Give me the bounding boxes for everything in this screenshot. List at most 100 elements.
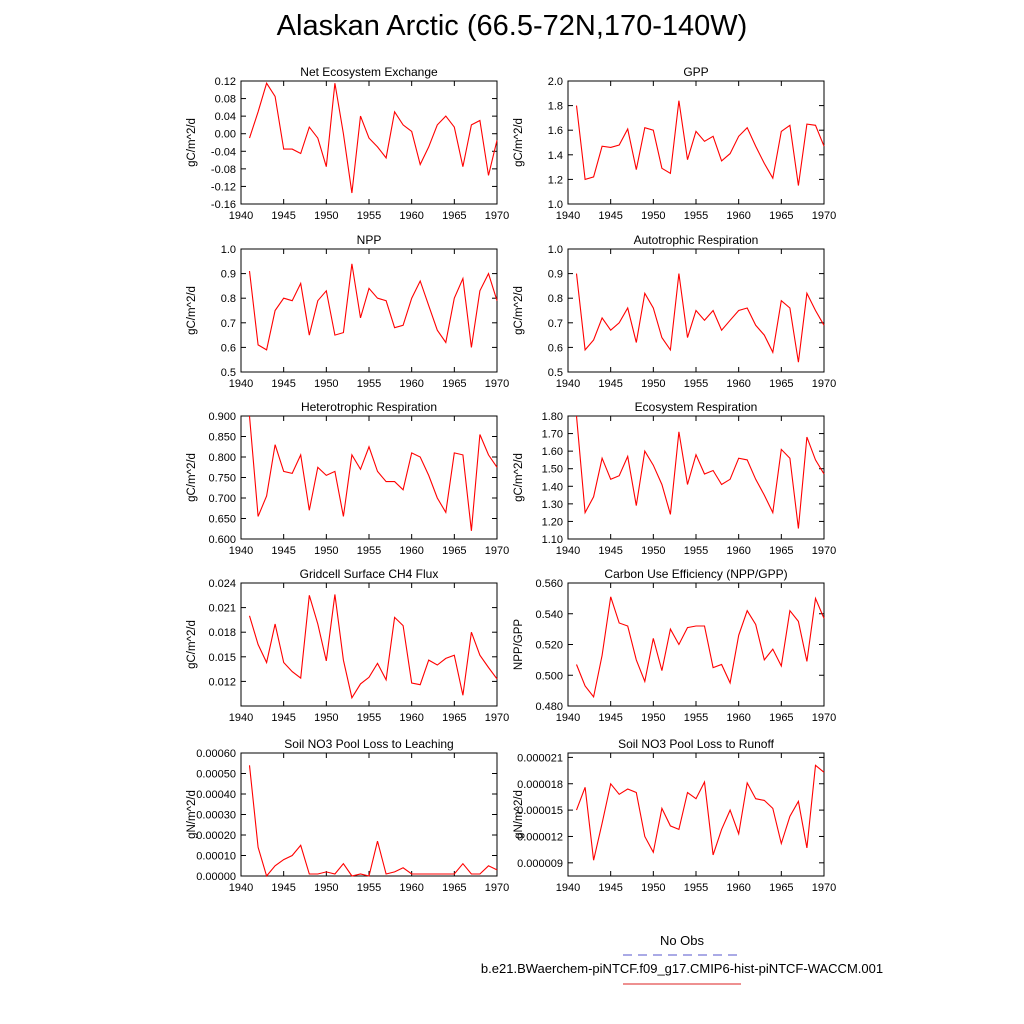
y-tick-label: -0.08	[211, 164, 236, 176]
x-tick-label: 1965	[442, 210, 466, 222]
x-tick-label: 1955	[357, 378, 381, 390]
x-tick-label: 1950	[314, 210, 338, 222]
x-tick-label: 1945	[598, 545, 622, 557]
y-tick-label: 1.40	[542, 481, 563, 493]
x-tick-label: 1940	[556, 712, 580, 724]
x-tick-label: 1955	[357, 210, 381, 222]
y-axis-label: gC/m^2/d	[186, 620, 198, 669]
y-tick-label: 0.00020	[196, 830, 236, 842]
x-tick-label: 1955	[684, 545, 708, 557]
plot-frame	[567, 582, 825, 707]
x-tick-label: 1960	[726, 378, 750, 390]
plot-frame	[240, 415, 498, 540]
y-tick-label: 0.7	[221, 318, 236, 330]
y-tick-label: 1.4	[548, 150, 563, 162]
y-tick-label: 1.70	[542, 429, 563, 441]
x-tick-label: 1950	[314, 712, 338, 724]
y-tick-label: 0.00050	[196, 769, 236, 781]
y-tick-label: 0.021	[208, 603, 236, 615]
panel-title: Soil NO3 Pool Loss to Leaching	[284, 737, 453, 751]
y-tick-label: 0.12	[215, 76, 236, 88]
y-tick-label: 0.000012	[517, 831, 563, 843]
y-tick-label: 0.7	[548, 318, 563, 330]
y-axis-label: gN/m^2/d	[186, 790, 198, 839]
x-tick-label: 1970	[812, 210, 836, 222]
plot-frame	[240, 248, 498, 373]
y-tick-label: 0.850	[208, 432, 236, 444]
y-tick-label: -0.04	[211, 146, 236, 158]
x-tick-label: 1940	[556, 378, 580, 390]
panel-title: Ecosystem Respiration	[635, 400, 758, 414]
plot-frame	[567, 752, 825, 877]
y-axis-label: gN/m^2/d	[513, 790, 525, 839]
x-tick-label: 1955	[357, 882, 381, 894]
y-tick-label: 0.08	[215, 94, 236, 106]
x-tick-label: 1940	[229, 545, 253, 557]
x-tick-label: 1970	[485, 378, 509, 390]
x-tick-label: 1940	[229, 882, 253, 894]
y-tick-label: 1.50	[542, 464, 563, 476]
panel-title: Gridcell Surface CH4 Flux	[300, 567, 439, 581]
y-tick-label: 0.000021	[517, 752, 563, 764]
y-tick-label: 1.6	[548, 125, 563, 137]
x-tick-label: 1965	[769, 712, 793, 724]
x-tick-label: 1960	[726, 712, 750, 724]
y-tick-label: 1.60	[542, 446, 563, 458]
panel-title: GPP	[683, 65, 708, 79]
x-tick-label: 1940	[556, 545, 580, 557]
y-tick-label: 0.012	[208, 676, 236, 688]
y-tick-label: 0.6	[221, 342, 236, 354]
x-tick-label: 1950	[314, 545, 338, 557]
x-tick-label: 1970	[485, 545, 509, 557]
x-tick-label: 1960	[399, 882, 423, 894]
panel-autotrophic-respiration: Autotrophic Respiration gC/m^2/d 1940 1945 1…	[513, 233, 836, 390]
y-tick-label: 0.700	[208, 493, 236, 505]
y-tick-label: 0.00060	[196, 748, 236, 760]
y-axis-label: gC/m^2/d	[513, 118, 525, 167]
y-tick-label: 0.9	[221, 269, 236, 281]
y-axis-label: gC/m^2/d	[186, 453, 198, 502]
y-tick-label: 0.540	[535, 609, 563, 621]
y-axis-label: gC/m^2/d	[186, 286, 198, 335]
x-tick-label: 1965	[442, 378, 466, 390]
y-tick-label: 0.00030	[196, 810, 236, 822]
y-tick-label: 1.8	[548, 101, 563, 113]
y-tick-label: 0.000018	[517, 779, 563, 791]
y-tick-label: 1.30	[542, 499, 563, 511]
x-tick-label: 1955	[357, 545, 381, 557]
x-tick-label: 1940	[229, 210, 253, 222]
y-tick-label: 1.0	[548, 244, 563, 256]
legend: No Obs b.e21.BWaerchem-piNTCF.f09_g17.CM…	[481, 933, 883, 985]
y-tick-label: 0.018	[208, 627, 236, 639]
x-tick-label: 1960	[399, 545, 423, 557]
x-tick-label: 1950	[314, 378, 338, 390]
panel-title: NPP	[357, 233, 382, 247]
y-tick-label: 0.024	[208, 578, 236, 590]
y-tick-label: 0.00	[215, 129, 236, 141]
y-axis-label: gC/m^2/d	[186, 118, 198, 167]
y-axis-label: NPP/GPP	[513, 619, 525, 670]
y-tick-label: 0.5	[548, 367, 563, 379]
x-tick-label: 1945	[271, 378, 295, 390]
x-tick-label: 1950	[314, 882, 338, 894]
x-tick-label: 1970	[812, 882, 836, 894]
x-tick-label: 1955	[684, 210, 708, 222]
x-tick-label: 1955	[684, 712, 708, 724]
y-tick-label: -0.12	[211, 181, 236, 193]
plot-frame	[240, 752, 498, 877]
x-tick-label: 1945	[271, 882, 295, 894]
y-tick-label: 0.000015	[517, 805, 563, 817]
y-tick-label: 0.750	[208, 473, 236, 485]
y-tick-label: 0.600	[208, 534, 236, 546]
x-tick-label: 1945	[598, 712, 622, 724]
panel-net-ecosystem-exchange: Net Ecosystem Exchange gC/m^2/d 1940 1945 19…	[186, 65, 509, 222]
x-tick-label: 1965	[769, 545, 793, 557]
x-tick-label: 1945	[598, 882, 622, 894]
x-tick-label: 1955	[357, 712, 381, 724]
series-line	[248, 765, 498, 878]
y-tick-label: -0.16	[211, 199, 236, 211]
x-tick-label: 1940	[229, 378, 253, 390]
legend-label-no-obs: No Obs	[660, 933, 705, 948]
y-tick-label: 0.8	[221, 293, 236, 305]
